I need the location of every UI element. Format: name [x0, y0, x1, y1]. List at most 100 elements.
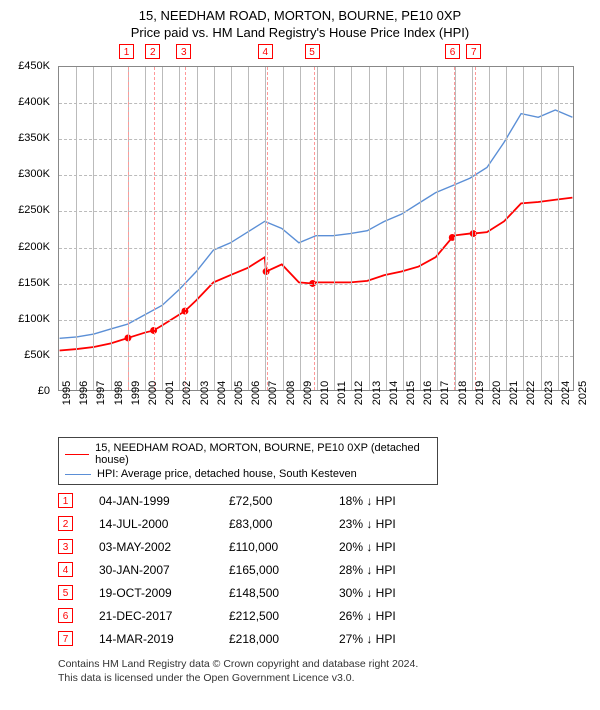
- events-table: 1 04-JAN-1999£72,50018% ↓ HPI 2 14-JUL-2000…: [58, 493, 590, 646]
- event-row-marker: 4: [58, 562, 73, 577]
- x-tick-label: 1996: [78, 381, 90, 405]
- event-diff: 26% ↓ HPI: [339, 609, 429, 623]
- event-diff: 27% ↓ HPI: [339, 632, 429, 646]
- y-tick-label: £250K: [18, 204, 50, 216]
- x-tick-label: 1998: [113, 381, 125, 405]
- x-tick-label: 2023: [543, 381, 555, 405]
- x-tick-label: 1995: [61, 381, 73, 405]
- y-tick-label: £350K: [18, 132, 50, 144]
- event-row: 6 21-DEC-2017£212,50026% ↓ HPI: [58, 608, 590, 623]
- x-tick-label: 2008: [285, 381, 297, 405]
- event-marker: 2: [145, 44, 160, 59]
- x-tick-label: 2025: [577, 381, 589, 405]
- x-tick-label: 2010: [319, 381, 331, 405]
- x-tick-label: 2017: [439, 381, 451, 405]
- event-marker: 4: [258, 44, 273, 59]
- footer-line-1: Contains HM Land Registry data © Crown c…: [58, 658, 590, 672]
- event-price: £83,000: [229, 517, 339, 531]
- x-tick-label: 2016: [422, 381, 434, 405]
- x-tick-label: 2006: [250, 381, 262, 405]
- series-line: [60, 110, 573, 338]
- event-diff: 30% ↓ HPI: [339, 586, 429, 600]
- event-marker: 7: [466, 44, 481, 59]
- y-tick-label: £0: [38, 385, 50, 397]
- y-tick-label: £300K: [18, 168, 50, 180]
- event-price: £212,500: [229, 609, 339, 623]
- x-tick-label: 2021: [508, 381, 520, 405]
- event-row: 5 19-OCT-2009£148,50030% ↓ HPI: [58, 585, 590, 600]
- x-tick-label: 2004: [216, 381, 228, 405]
- x-tick-label: 2001: [164, 381, 176, 405]
- y-tick-label: £450K: [18, 60, 50, 72]
- y-tick-label: £150K: [18, 277, 50, 289]
- event-row: 2 14-JUL-2000£83,00023% ↓ HPI: [58, 516, 590, 531]
- y-tick-label: £100K: [18, 313, 50, 325]
- x-tick-label: 1999: [130, 381, 142, 405]
- x-tick-label: 2019: [474, 381, 486, 405]
- x-tick-label: 1997: [95, 381, 107, 405]
- chart-subtitle: Price paid vs. HM Land Registry's House …: [10, 25, 590, 40]
- event-marker: 3: [176, 44, 191, 59]
- attribution-footer: Contains HM Land Registry data © Crown c…: [58, 658, 590, 685]
- event-row: 1 04-JAN-1999£72,50018% ↓ HPI: [58, 493, 590, 508]
- x-tick-label: 2022: [525, 381, 537, 405]
- event-price: £148,500: [229, 586, 339, 600]
- y-axis-labels: £0£50K£100K£150K£200K£250K£300K£350K£400…: [10, 66, 54, 391]
- event-markers-top: 12 3 4 5 67: [58, 44, 574, 66]
- x-tick-label: 2013: [371, 381, 383, 405]
- footer-line-2: This data is licensed under the Open Gov…: [58, 672, 590, 686]
- x-tick-label: 2014: [388, 381, 400, 405]
- y-tick-label: £50K: [24, 349, 50, 361]
- y-tick-label: £400K: [18, 96, 50, 108]
- legend-label: 15, NEEDHAM ROAD, MORTON, BOURNE, PE10 0…: [95, 442, 431, 466]
- event-date: 21-DEC-2017: [99, 609, 229, 623]
- series-line: [60, 198, 573, 351]
- x-tick-label: 2009: [302, 381, 314, 405]
- x-tick-label: 2012: [353, 381, 365, 405]
- event-row-marker: 2: [58, 516, 73, 531]
- event-date: 30-JAN-2007: [99, 563, 229, 577]
- event-diff: 23% ↓ HPI: [339, 517, 429, 531]
- event-row-marker: 1: [58, 493, 73, 508]
- legend-swatch: [65, 454, 89, 455]
- x-tick-label: 2011: [336, 381, 348, 405]
- event-row-marker: 7: [58, 631, 73, 646]
- event-date: 14-MAR-2019: [99, 632, 229, 646]
- x-tick-label: 2015: [405, 381, 417, 405]
- legend-row: 15, NEEDHAM ROAD, MORTON, BOURNE, PE10 0…: [65, 442, 431, 466]
- legend-swatch: [65, 474, 91, 475]
- event-date: 03-MAY-2002: [99, 540, 229, 554]
- event-marker: 1: [119, 44, 134, 59]
- event-price: £165,000: [229, 563, 339, 577]
- event-row-marker: 5: [58, 585, 73, 600]
- legend-row: HPI: Average price, detached house, Sout…: [65, 468, 431, 480]
- x-tick-label: 2024: [560, 381, 572, 405]
- chart-svg: [59, 67, 573, 390]
- chart-container: 15, NEEDHAM ROAD, MORTON, BOURNE, PE10 0…: [0, 0, 600, 710]
- legend-label: HPI: Average price, detached house, Sout…: [97, 468, 357, 480]
- event-row: 303-MAY-2002£110,00020% ↓ HPI: [58, 539, 590, 554]
- x-axis-labels: 1995199619971998199920002001200220032004…: [58, 391, 574, 431]
- x-tick-label: 2003: [199, 381, 211, 405]
- event-date: 14-JUL-2000: [99, 517, 229, 531]
- event-marker: 5: [305, 44, 320, 59]
- x-tick-label: 2018: [457, 381, 469, 405]
- x-tick-label: 2007: [267, 381, 279, 405]
- event-marker: 6: [445, 44, 460, 59]
- event-row: 7 14-MAR-2019£218,00027% ↓ HPI: [58, 631, 590, 646]
- x-tick-label: 2000: [147, 381, 159, 405]
- chart-title: 15, NEEDHAM ROAD, MORTON, BOURNE, PE10 0…: [10, 8, 590, 23]
- legend: 15, NEEDHAM ROAD, MORTON, BOURNE, PE10 0…: [58, 437, 438, 485]
- event-price: £218,000: [229, 632, 339, 646]
- event-row-marker: 6: [58, 608, 73, 623]
- event-diff: 18% ↓ HPI: [339, 494, 429, 508]
- plot-area: [58, 66, 574, 391]
- event-price: £72,500: [229, 494, 339, 508]
- event-date: 04-JAN-1999: [99, 494, 229, 508]
- event-diff: 20% ↓ HPI: [339, 540, 429, 554]
- event-row: 4 30-JAN-2007£165,00028% ↓ HPI: [58, 562, 590, 577]
- x-tick-label: 2002: [181, 381, 193, 405]
- x-tick-label: 2005: [233, 381, 245, 405]
- event-date: 19-OCT-2009: [99, 586, 229, 600]
- event-diff: 28% ↓ HPI: [339, 563, 429, 577]
